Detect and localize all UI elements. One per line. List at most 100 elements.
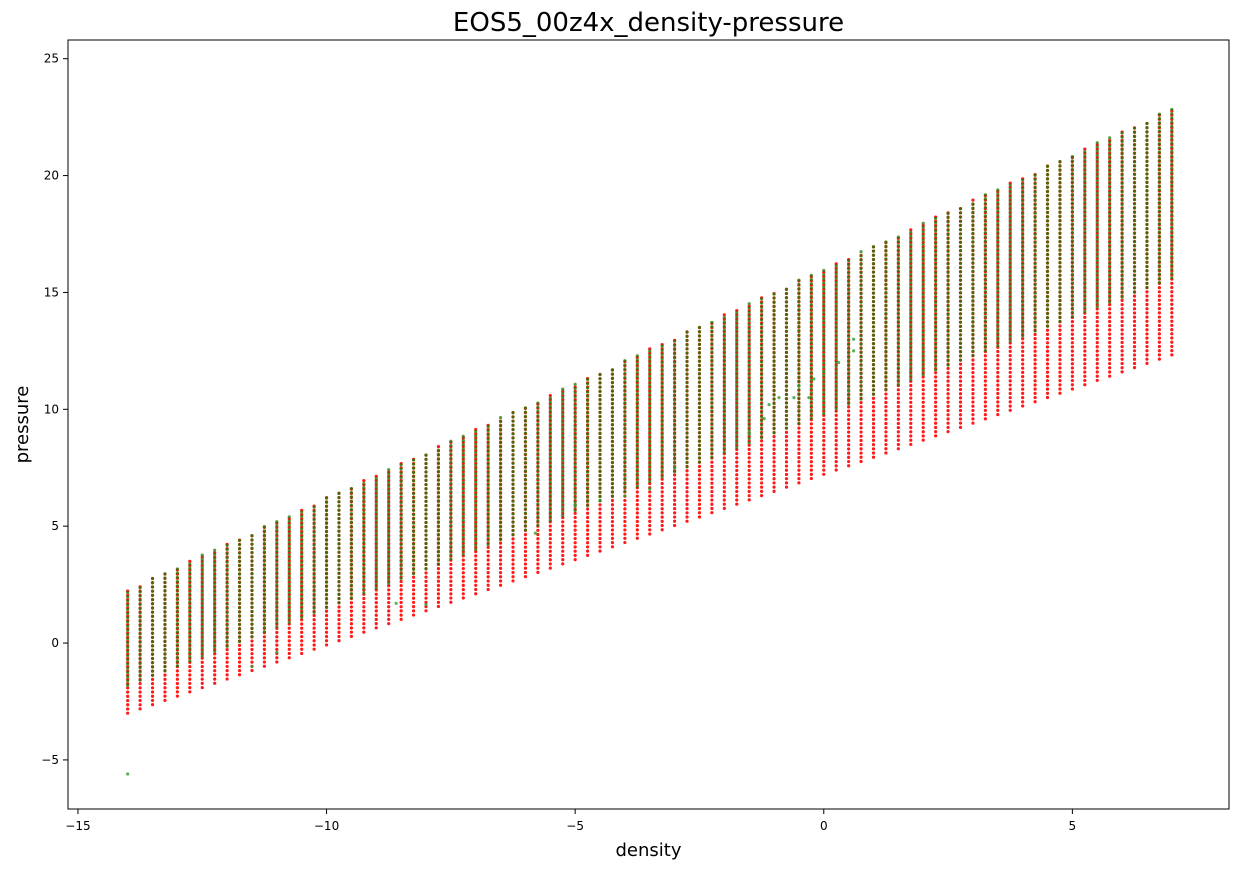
scatter-point xyxy=(1145,302,1149,307)
scatter-point xyxy=(648,498,652,502)
scatter-point xyxy=(150,619,155,623)
scatter-point xyxy=(324,534,329,538)
scatter-point xyxy=(1058,353,1062,357)
scatter-point xyxy=(1083,374,1087,378)
scatter-point xyxy=(610,368,615,372)
scatter-point xyxy=(175,622,179,626)
scatter-point xyxy=(399,547,403,551)
scatter-point xyxy=(486,483,490,488)
scatter-point xyxy=(436,511,441,515)
scatter-point xyxy=(449,502,453,506)
scatter-point xyxy=(424,525,428,529)
scatter-point xyxy=(511,554,515,558)
scatter-point xyxy=(598,549,602,553)
scatter-point xyxy=(1070,324,1074,328)
scatter-point xyxy=(312,622,316,626)
scatter-point xyxy=(1170,311,1174,315)
scatter-point xyxy=(722,477,726,481)
scatter-point xyxy=(411,563,416,567)
scatter-point xyxy=(374,609,378,613)
scatter-point xyxy=(225,623,229,627)
scatter-point xyxy=(498,453,503,458)
scatter-point xyxy=(660,432,664,437)
scatter-point xyxy=(934,434,938,438)
scatter-point xyxy=(536,498,540,502)
scatter-point xyxy=(213,652,217,656)
scatter-point xyxy=(374,617,378,622)
scatter-point xyxy=(635,515,639,519)
scatter-point xyxy=(909,228,913,232)
scatter-point xyxy=(1095,336,1099,340)
scatter-point xyxy=(275,579,279,583)
scatter-point xyxy=(287,574,291,578)
scatter-point xyxy=(523,515,528,519)
scatter-point xyxy=(126,590,130,595)
scatter-point xyxy=(673,515,677,519)
scatter-point xyxy=(150,640,155,644)
scatter-point xyxy=(797,481,801,485)
scatter-point xyxy=(958,400,963,404)
scatter-point xyxy=(921,400,925,404)
scatter-point xyxy=(772,472,776,477)
scatter-point xyxy=(1008,349,1012,353)
scatter-point xyxy=(735,502,739,506)
scatter-point xyxy=(324,504,329,509)
scatter-point xyxy=(349,554,354,558)
scatter-point xyxy=(511,537,515,541)
scatter-point xyxy=(449,523,453,527)
scatter-point xyxy=(374,514,378,519)
scatter-point xyxy=(237,580,242,585)
scatter-point xyxy=(424,533,428,537)
scatter-point xyxy=(896,447,900,451)
scatter-point xyxy=(337,609,341,613)
scatter-point xyxy=(399,463,403,467)
scatter-point xyxy=(287,595,291,599)
scatter-point xyxy=(523,423,528,427)
scatter-point xyxy=(200,654,204,658)
scatter-point xyxy=(474,446,478,450)
scatter-point xyxy=(797,455,801,460)
scatter-point xyxy=(648,362,652,366)
scatter-point xyxy=(1083,349,1087,353)
scatter-point xyxy=(1033,391,1037,395)
scatter-point xyxy=(486,437,490,441)
scatter-point xyxy=(324,609,329,613)
scatter-point xyxy=(1083,147,1087,151)
scatter-point xyxy=(1021,345,1025,349)
scatter-point xyxy=(561,395,565,400)
scatter-point xyxy=(697,481,702,485)
scatter-point xyxy=(436,541,441,545)
scatter-point xyxy=(287,515,291,519)
scatter-point xyxy=(523,528,528,532)
scatter-point xyxy=(1045,337,1050,341)
scatter-point xyxy=(610,448,615,452)
scatter-point xyxy=(1070,341,1074,345)
scatter-point xyxy=(175,609,179,613)
scatter-point xyxy=(262,567,266,571)
scatter-point xyxy=(648,420,652,425)
scatter-point xyxy=(909,404,913,409)
scatter-point xyxy=(237,635,242,639)
scatter-point xyxy=(250,630,254,635)
scatter-point xyxy=(200,669,204,673)
scatter-point xyxy=(673,490,677,494)
scatter-point xyxy=(349,601,354,605)
scatter-point xyxy=(150,593,155,598)
scatter-point xyxy=(511,465,515,470)
scatter-point xyxy=(1157,344,1161,349)
scatter-point xyxy=(1120,332,1124,336)
scatter-point xyxy=(1170,315,1174,319)
scatter-point xyxy=(163,597,167,601)
scatter-point xyxy=(399,513,403,517)
scatter-point xyxy=(138,703,142,707)
scatter-point xyxy=(213,582,217,586)
scatter-point xyxy=(225,585,229,590)
scatter-point xyxy=(623,536,627,540)
scatter-point xyxy=(337,546,341,550)
scatter-point xyxy=(436,567,441,571)
scatter-point xyxy=(1170,302,1174,306)
scatter-point xyxy=(809,447,813,451)
scatter-point xyxy=(262,660,266,664)
scatter-point xyxy=(548,409,552,413)
